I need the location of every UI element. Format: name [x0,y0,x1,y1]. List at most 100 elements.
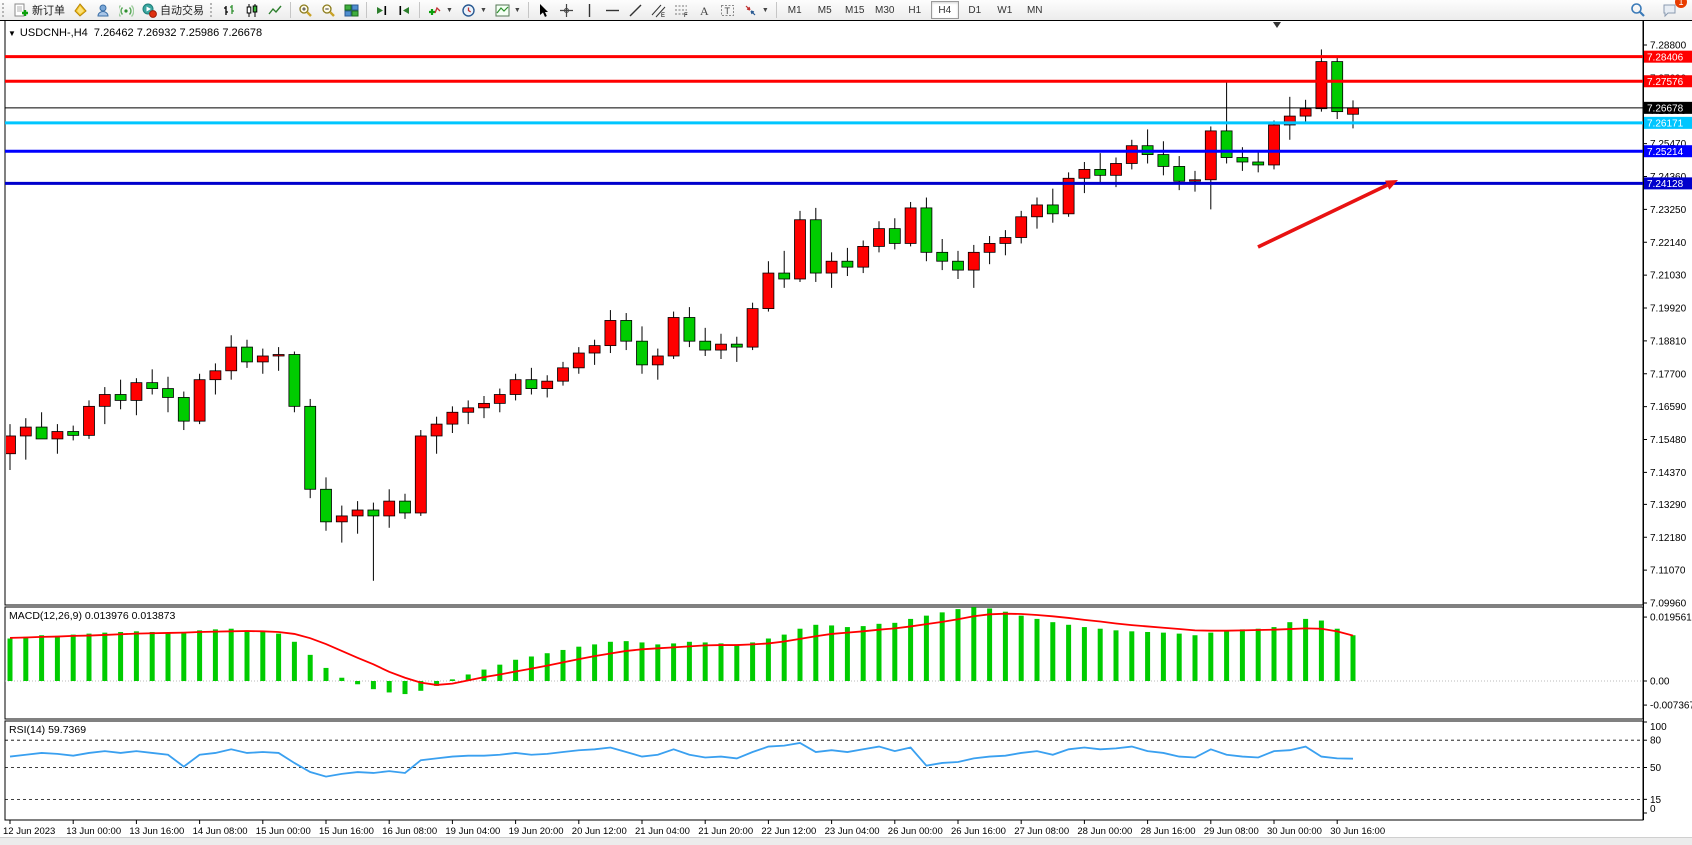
time-tick-label: 21 Jun 04:00 [635,826,690,837]
metaeditor-button[interactable] [69,0,92,20]
chart-canvas[interactable]: 7.288007.276907.265907.254707.243607.232… [0,20,1692,844]
cursor-button[interactable] [532,0,555,20]
macd-histogram-bar [23,636,29,681]
macd-histogram-bar [39,635,45,681]
timeframe-button-h1[interactable]: H1 [908,4,922,16]
price-tick-label: 7.12180 [1650,533,1687,544]
macd-histogram-bar [1176,633,1182,681]
macd-histogram-bar [133,631,139,681]
macd-histogram-bar [291,641,297,681]
price-tick-label: 7.16590 [1650,402,1687,413]
candle-body [225,346,238,372]
candle-body [952,260,964,271]
timeframe-button-m1[interactable]: M1 [787,4,802,16]
macd-axis-label: 0.00 [1650,677,1670,688]
candle-body [967,251,980,271]
fibonacci-button[interactable]: F [670,0,693,20]
time-tick-label: 26 Jun 00:00 [888,826,943,837]
candle-body [6,435,16,455]
horizontal-line-button[interactable] [601,0,624,20]
timeframe-button-h4[interactable]: H4 [930,1,959,19]
macd-histogram-bar [876,623,882,681]
rsi-indicator-label: RSI(14) 59.7369 [9,724,87,736]
macd-histogram-bar [623,641,629,681]
macd-histogram-bar [607,641,613,681]
candle-body [572,352,585,369]
vertical-line-button[interactable] [578,0,601,20]
arrows-button[interactable]: ▼ [739,0,773,20]
candle-body [1110,163,1122,176]
candle-body [446,411,459,425]
candlestick-button[interactable] [241,0,264,20]
candle-body [335,515,348,523]
chart-shift-marker[interactable] [1273,22,1281,28]
candle-body [114,394,127,401]
auto-scroll-button[interactable] [370,0,393,20]
line-chart-button[interactable] [264,0,287,20]
timeframe-button-m15[interactable]: M15 [845,4,865,16]
time-tick-label: 19 Jun 04:00 [445,826,500,837]
indicators-icon [427,3,442,18]
timeframe-button-mn[interactable]: MN [1026,4,1043,16]
macd-histogram-bar [1002,611,1008,681]
candle-body [209,370,222,381]
macd-histogram-bar [797,628,803,681]
notifications-button[interactable]: 1 [1658,0,1687,20]
candle-body [351,509,364,517]
chart-shift-icon [397,3,412,18]
zoom-in-icon [298,3,313,18]
timeframe-button-m5[interactable]: M5 [817,4,832,16]
community-button[interactable] [92,0,115,20]
chart-shift-button[interactable] [393,0,416,20]
channel-button[interactable]: E [647,0,670,20]
text-icon: A [697,3,712,18]
timeframe-button-d1[interactable]: D1 [968,4,982,16]
autotrading-button[interactable]: 自动交易 [138,0,208,20]
signals-button[interactable] [115,0,138,20]
line-chart-icon [268,3,283,18]
trend-arrow-head [1385,180,1398,190]
candle-body [1157,154,1170,167]
macd-histogram-bar [734,644,740,681]
svg-text:T: T [724,6,730,16]
candle-body [1252,161,1265,166]
periods-button[interactable]: ▼ [457,0,491,20]
zoom-out-button[interactable] [317,0,340,20]
templates-button[interactable]: ▼ [491,0,525,20]
new-order-icon [14,3,29,18]
macd-histogram-bar [971,607,977,681]
indicators-button[interactable]: ▼ [423,0,457,20]
rsi-axis-label: 15 [1650,795,1662,806]
price-line-badge-label: 7.25214 [1647,147,1684,158]
macd-histogram-bar [860,626,866,681]
search-button[interactable] [1626,0,1650,20]
new-order-button[interactable]: 新订单 [10,0,69,20]
text-label-button[interactable]: T [716,0,739,20]
candle-body [651,355,664,366]
trendline-button[interactable] [624,0,647,20]
symbol-dropdown-icon[interactable]: ▼ [8,29,16,38]
candle-body [67,431,80,436]
crosshair-button[interactable] [555,0,578,20]
auto-scroll-icon [374,3,389,18]
tile-windows-button[interactable] [340,0,363,20]
trend-arrow-annotation[interactable] [1257,183,1388,249]
price-line-badge-label: 7.28406 [1647,52,1684,63]
time-tick-label: 15 Jun 00:00 [256,826,311,837]
text-button[interactable]: A [693,0,716,20]
bar-chart-button[interactable] [218,0,241,20]
candle-body [557,367,569,382]
price-tick-label: 7.11070 [1650,566,1686,577]
time-tick-label: 14 Jun 08:00 [193,826,248,837]
timeframe-button-w1[interactable]: W1 [997,4,1013,16]
cursor-icon [536,3,551,18]
toolbar-grip[interactable] [210,3,216,17]
timeframe-button-m30[interactable]: M30 [875,4,895,16]
macd-histogram-bar [1050,622,1056,681]
time-tick-label: 13 Jun 16:00 [129,826,184,837]
new-order-label: 新订单 [32,5,65,17]
toolbar-grip[interactable] [2,3,8,17]
macd-histogram-bar [244,630,250,681]
candle-body [162,388,174,398]
zoom-in-button[interactable] [294,0,317,20]
